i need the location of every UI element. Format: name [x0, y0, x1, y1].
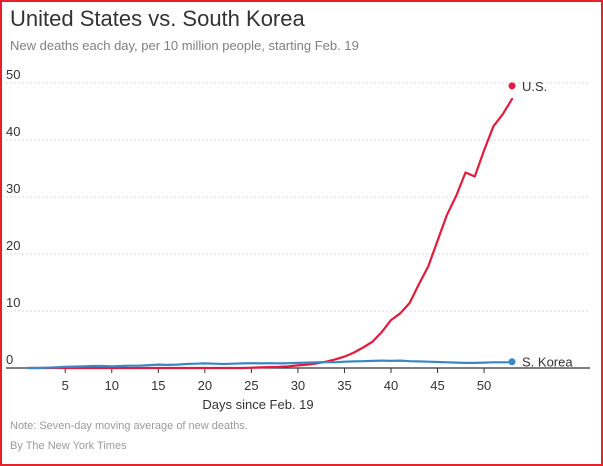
x-tick-label: 20	[198, 378, 212, 393]
x-axis-label: Days since Feb. 19	[202, 397, 313, 412]
chart-credit: By The New York Times	[10, 440, 127, 452]
chart-note: Note: Seven-day moving average of new de…	[10, 420, 248, 432]
us-series-line	[26, 97, 514, 370]
y-tick-label: 0	[6, 352, 13, 367]
x-tick-label: 25	[244, 378, 258, 393]
us-end-label: U.S.	[522, 79, 547, 94]
y-tick-label: 20	[6, 238, 20, 253]
x-tick-label: 35	[337, 378, 351, 393]
y-tick-label: 10	[6, 295, 20, 310]
south-korea-end-label: S. Korea	[522, 355, 573, 370]
us-end-dot	[508, 82, 516, 90]
x-tick-label: 50	[477, 378, 491, 393]
x-tick-label: 30	[291, 378, 305, 393]
chart-subtitle: New deaths each day, per 10 million peop…	[10, 38, 359, 53]
y-tick-label: 30	[6, 181, 20, 196]
south-korea-end-dot	[508, 358, 516, 366]
y-tick-label: 40	[6, 124, 20, 139]
y-tick-label: 50	[6, 67, 20, 82]
x-tick-label: 5	[62, 378, 69, 393]
x-tick-label: 40	[384, 378, 398, 393]
chart-title: United States vs. South Korea	[10, 6, 305, 31]
x-tick-label: 10	[105, 378, 119, 393]
x-tick-label: 15	[151, 378, 165, 393]
south-korea-series-line	[26, 359, 514, 370]
x-tick-label: 45	[430, 378, 444, 393]
